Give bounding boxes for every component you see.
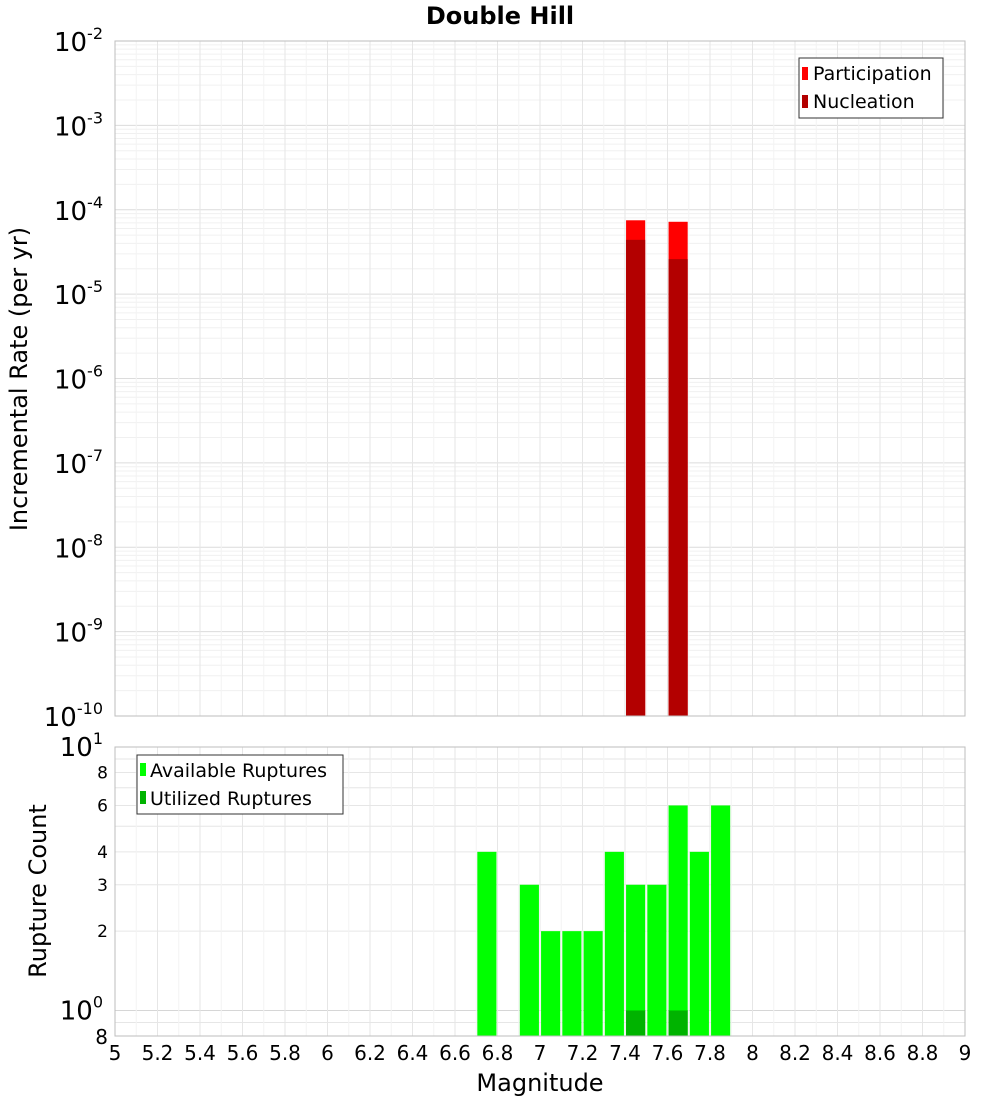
x-tick-label: 6.4 [397,1041,429,1065]
available-swatch [140,763,146,776]
top-legend: Participation Nucleation [798,57,944,119]
x-tick-label: 8.8 [907,1041,939,1065]
available-ruptures-bar [562,931,582,1036]
y-tick-label: 100 [60,992,103,1026]
bottom-legend-box [136,754,344,815]
y-tick-label: 10-4 [54,193,103,227]
x-tick-label: 6 [321,1041,334,1065]
x-tick-label: 5.8 [269,1041,301,1065]
available-ruptures-bar [583,931,603,1036]
legend-utilized: Utilized Ruptures [150,788,312,810]
x-tick-labels: 5 5.2 5.4 5.6 5.8 6 6.2 6.4 6.6 6.8 7 7.2 7.4 7.6 7.8 8… [109,1041,972,1065]
x-tick-label: 8.6 [864,1041,896,1065]
x-axis-title: Magnitude [476,1069,603,1097]
participation-swatch [802,67,808,80]
top-legend-box [798,57,944,119]
y-tick-label: 10-2 [54,24,103,58]
top-plot-frame [114,40,966,717]
x-tick-label: 8 [746,1041,759,1065]
bottom-y-axis-title: Rupture Count [24,804,52,978]
available-ruptures-bar [711,805,731,1036]
top-y-tick-labels: 10-2 10-3 10-4 10-5 10-6 10-7 10-8 10-9 10-10 [44,24,103,733]
x-tick-label: 7 [534,1041,547,1065]
x-tick-label: 8.2 [779,1041,811,1065]
top-panel-bars [626,220,688,717]
top-panel-grid [114,40,966,717]
x-tick-label: 6.8 [482,1041,514,1065]
available-ruptures-bar [519,884,539,1036]
available-ruptures-bar [626,884,646,1036]
x-tick-label: 6.2 [354,1041,386,1065]
legend-available: Available Ruptures [150,760,327,782]
x-tick-label: 5 [109,1041,122,1065]
nucleation-swatch [802,95,808,108]
legend-nucleation: Nucleation [813,91,915,113]
available-ruptures-bar [541,931,561,1036]
x-tick-label: 7.8 [694,1041,726,1065]
chart-title: Double Hill [426,2,574,30]
y-tick-label: 10-3 [54,108,103,142]
y-tick-label: 8 [95,1025,108,1049]
y-tick-label: 10-10 [44,699,103,733]
y-tick-label: 8 [97,764,108,784]
y-tick-label: 10-6 [54,362,103,396]
x-tick-label: 5.4 [184,1041,216,1065]
available-ruptures-bar [668,805,688,1036]
available-ruptures-bar [647,884,667,1036]
utilized-ruptures-bar [668,1010,688,1036]
nucleation-bar [626,239,646,716]
y-tick-label: 3 [97,876,108,896]
y-tick-label: 10-8 [54,530,103,564]
bottom-panel-bars [477,805,731,1036]
y-tick-label: 101 [60,729,103,763]
x-tick-label: 7.2 [567,1041,599,1065]
available-ruptures-bar [604,851,624,1036]
x-tick-label: 5.6 [227,1041,259,1065]
x-tick-label: 5.2 [142,1041,174,1065]
x-tick-label: 9 [959,1041,972,1065]
x-tick-label: 8.4 [822,1041,854,1065]
bottom-plot-frame [114,746,966,1037]
y-tick-label: 2 [97,922,108,942]
y-tick-label: 6 [97,796,108,816]
bottom-legend: Available Ruptures Utilized Ruptures [136,754,344,815]
x-tick-label: 7.4 [609,1041,641,1065]
x-tick-label: 7.6 [652,1041,684,1065]
y-tick-label: 4 [97,843,108,863]
x-tick-label: 6.6 [439,1041,471,1065]
utilized-swatch [140,791,146,804]
nucleation-bar [668,259,688,716]
available-ruptures-bar [477,851,497,1036]
y-tick-label: 10-5 [54,277,103,311]
utilized-ruptures-bar [626,1010,646,1036]
legend-participation: Participation [813,63,932,85]
top-y-axis-title: Incremental Rate (per yr) [5,227,33,531]
available-ruptures-bar [689,851,709,1036]
y-tick-label: 10-9 [54,615,103,649]
y-tick-label: 10-7 [54,446,103,480]
